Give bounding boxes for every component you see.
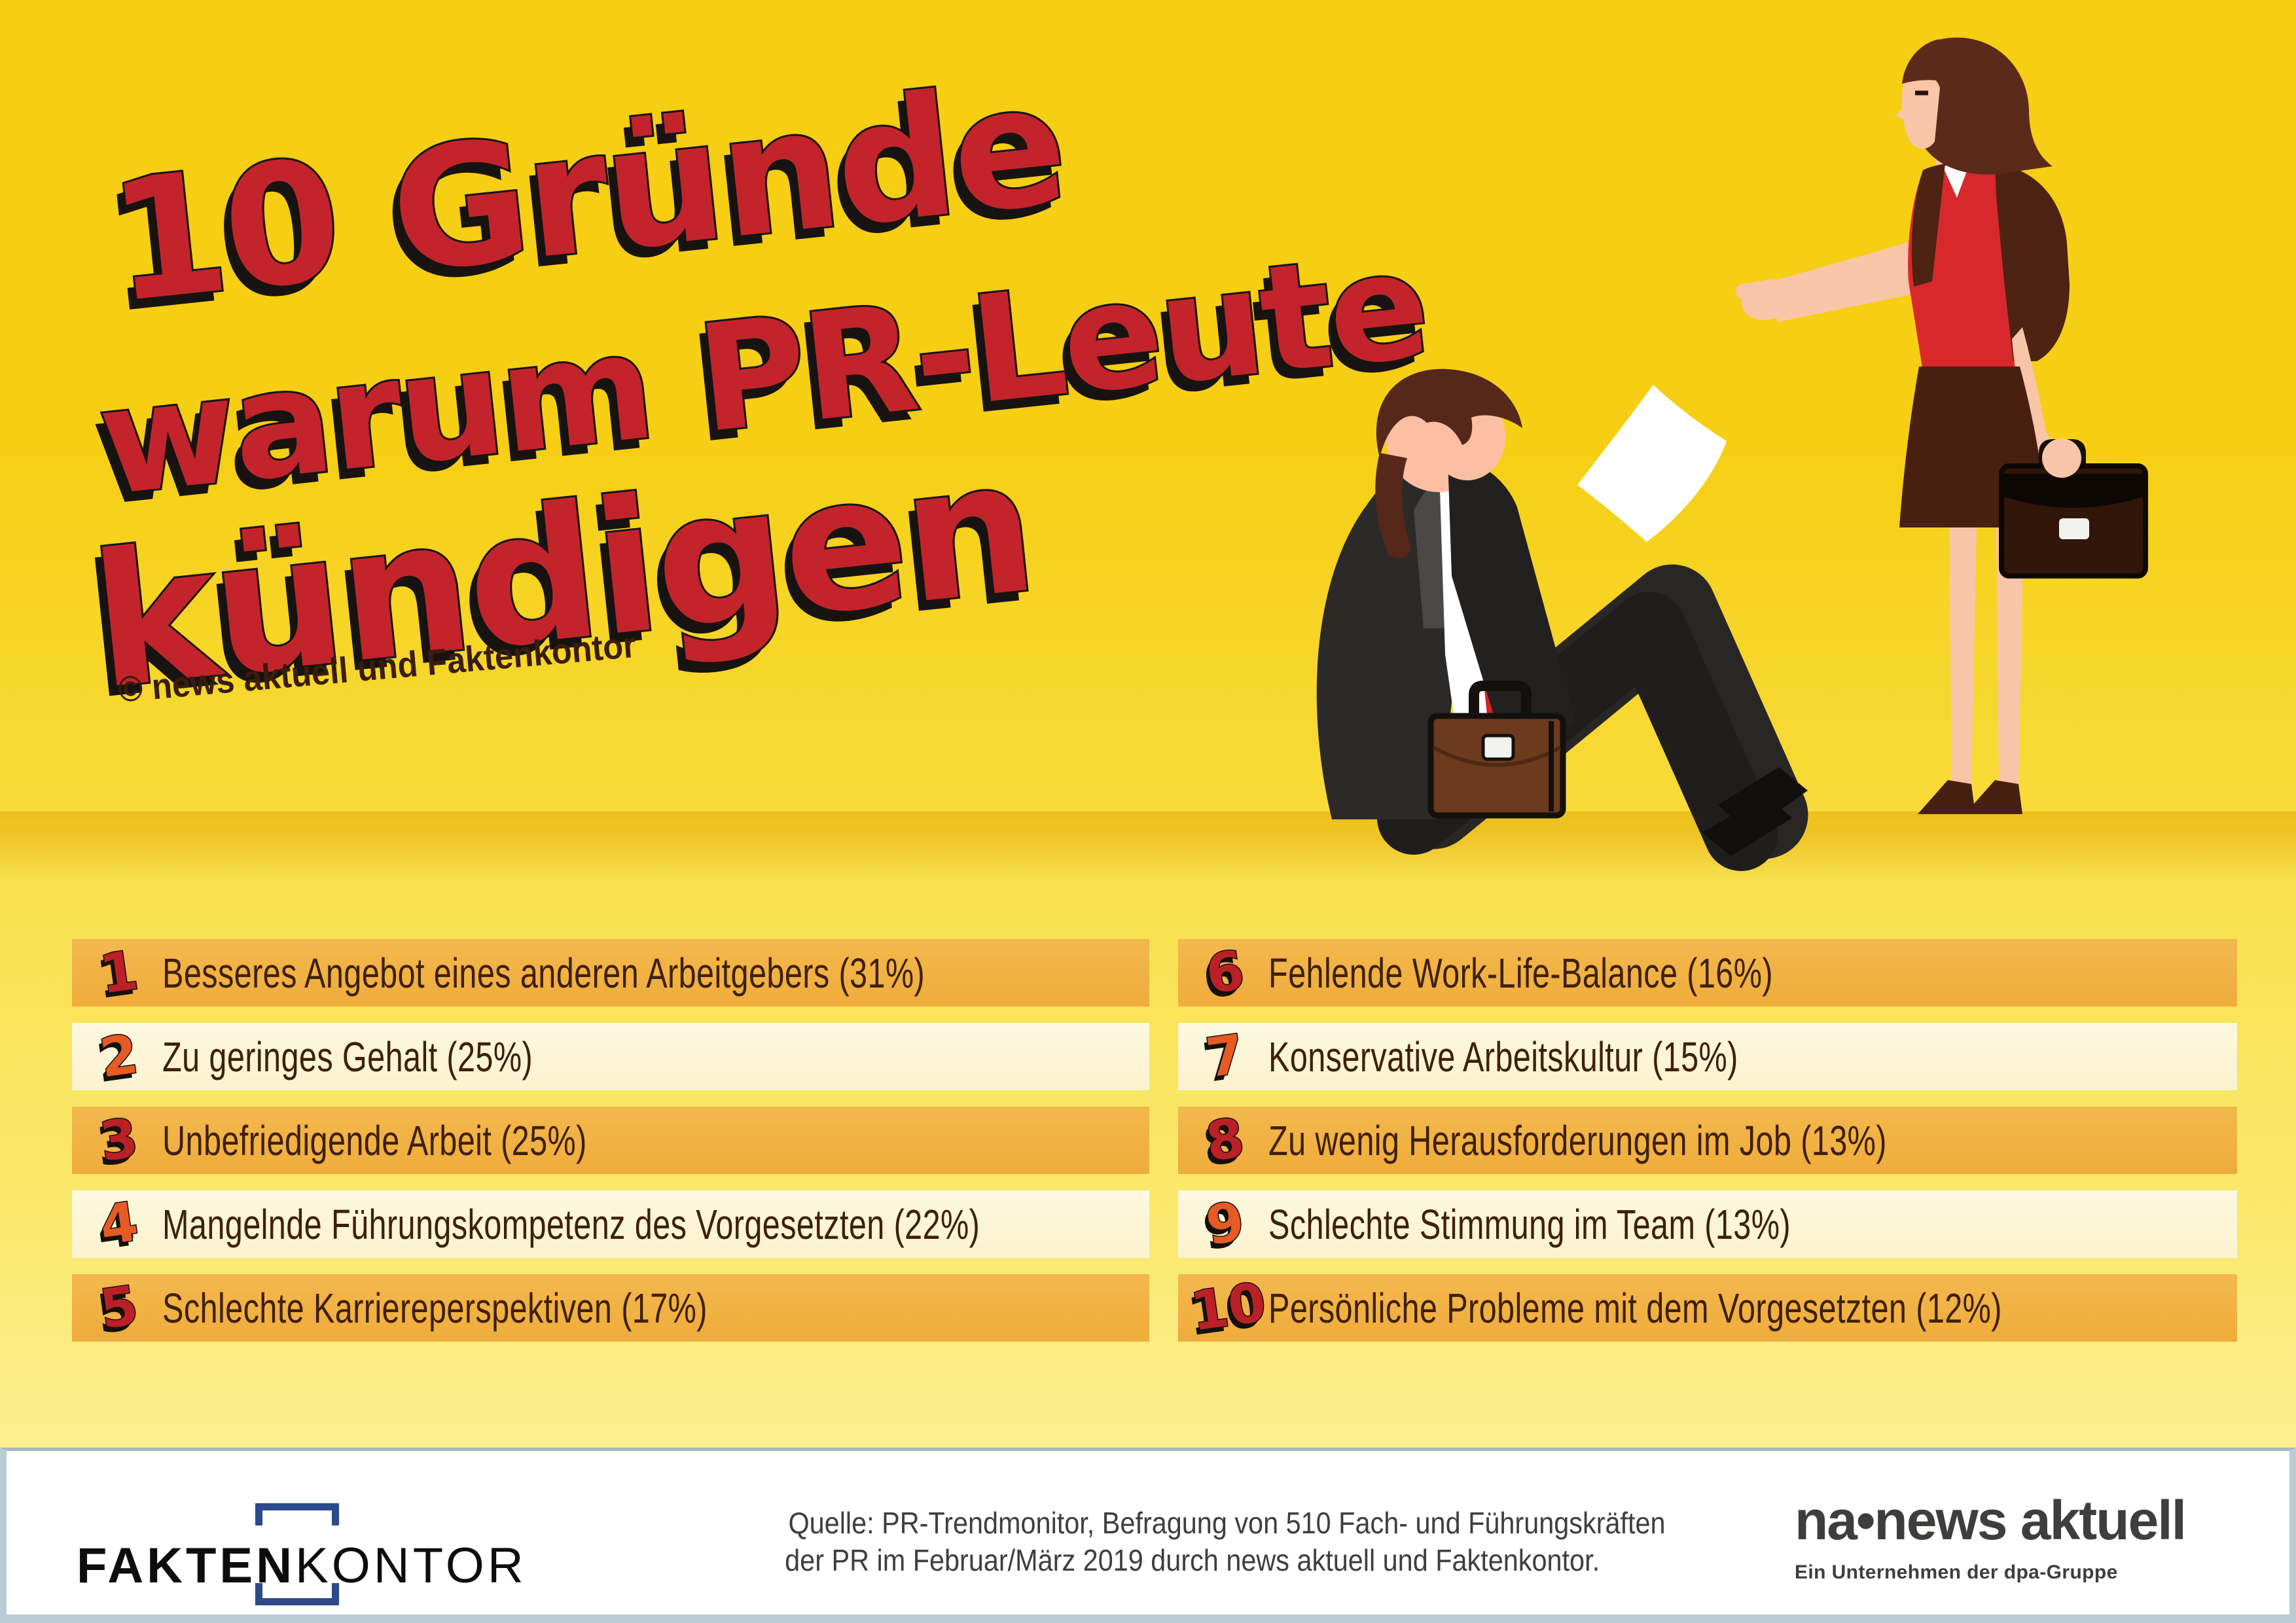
- bracket-top-icon: [255, 1503, 339, 1525]
- rank-number: 6: [1202, 938, 1249, 1007]
- reason-label: Fehlende Work-Life-Balance (16%): [1268, 949, 1773, 997]
- bracket-bottom-icon: [255, 1583, 339, 1605]
- reason-row-5: 5 Schlechte Karriereperspektiven (17%): [72, 1273, 1149, 1342]
- reason-row-6: 6 Fehlende Work-Life-Balance (16%): [1178, 938, 2237, 1007]
- paper-sheet-icon: [1577, 385, 1727, 542]
- reason-label: Konservative Arbeitskultur (15%): [1268, 1033, 1738, 1080]
- quitting-illustration: [1316, 37, 2148, 871]
- reason-label: Mangelnde Führungskompetenz des Vorgeset…: [162, 1200, 980, 1248]
- reason-row-2: 2 Zu geringes Gehalt (25%): [72, 1022, 1149, 1091]
- rank-number: 8: [1202, 1105, 1249, 1174]
- rank-number: 5: [96, 1273, 143, 1342]
- source-line-1: Quelle: PR-Trendmonitor, Befragung von 5…: [788, 1506, 1666, 1540]
- reason-row-3: 3 Unbefriedigende Arbeit (25%): [72, 1105, 1149, 1175]
- reason-label: Zu wenig Herausforderungen im Job (13%): [1268, 1116, 1887, 1164]
- rank-number: 10: [1186, 1270, 1270, 1344]
- reason-label: Schlechte Karriereperspektiven (17%): [162, 1284, 708, 1332]
- source-line-2: der PR im Februar/März 2019 durch news a…: [785, 1543, 1600, 1578]
- reason-label: Unbefriedigende Arbeit (25%): [162, 1116, 587, 1164]
- rank-number: 2: [96, 1022, 143, 1090]
- briefcase-icon: [1427, 681, 1566, 819]
- rank-number: 4: [96, 1189, 143, 1258]
- news-aktuell-tagline: Ein Unternehmen der dpa-Gruppe: [1795, 1561, 2118, 1583]
- news-aktuell-logo: na•news aktuell Ein Unternehmen der dpa-…: [1795, 1489, 2187, 1584]
- reason-row-1: 1 Besseres Angebot eines anderen Arbeitg…: [72, 938, 1149, 1007]
- footer: FAKTENKONTOR Quelle: PR-Trendmonitor, Be…: [0, 1448, 2296, 1623]
- rank-number: 1: [96, 938, 143, 1007]
- reason-row-9: 9 Schlechte Stimmung im Team (13%): [1178, 1189, 2237, 1258]
- reason-label: Besseres Angebot eines anderen Arbeitgeb…: [162, 949, 925, 997]
- reason-label: Schlechte Stimmung im Team (13%): [1268, 1200, 1791, 1248]
- reason-row-10: 10 Persönliche Probleme mit dem Vorgeset…: [1178, 1270, 2237, 1344]
- reason-label: Persönliche Probleme mit dem Vorgesetzte…: [1268, 1284, 2002, 1332]
- reason-row-4: 4 Mangelnde Führungskompetenz des Vorges…: [72, 1189, 1149, 1258]
- reason-row-7: 7 Konservative Arbeitskultur (15%): [1178, 1022, 2237, 1091]
- rank-number: 7: [1202, 1022, 1249, 1090]
- source-note: Quelle: PR-Trendmonitor, Befragung von 5…: [740, 1505, 1665, 1579]
- briefcase-icon: [1999, 438, 2148, 579]
- news-aktuell-logo-name: na•news aktuell: [1795, 1489, 2187, 1551]
- reason-row-8: 8 Zu wenig Herausforderungen im Job (13%…: [1178, 1105, 2237, 1175]
- boss-woman-icon: [1736, 37, 2070, 814]
- reason-label: Zu geringes Gehalt (25%): [162, 1033, 533, 1080]
- rank-number: 3: [96, 1105, 143, 1174]
- rank-number: 9: [1202, 1189, 1249, 1258]
- floor-band: [0, 812, 2296, 880]
